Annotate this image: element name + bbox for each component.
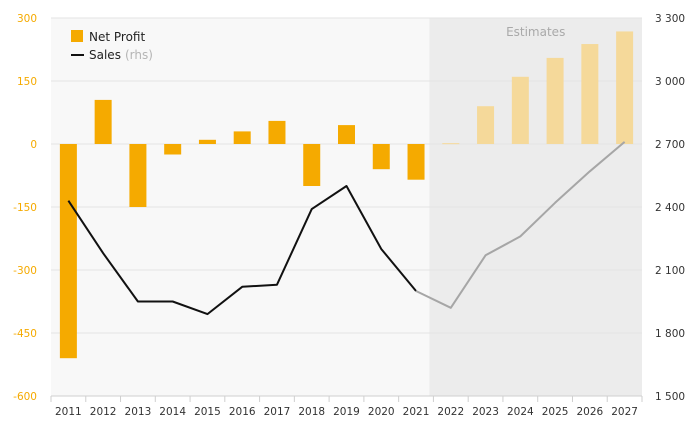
net-profit-bar — [477, 106, 495, 144]
right-tick-label: 3 000 — [655, 76, 685, 88]
x-tick-label: 2017 — [264, 406, 291, 418]
legend-sales-name: Sales — [89, 48, 121, 62]
estimates-label: Estimates — [506, 25, 565, 39]
x-axis: 2011 2012 2013 2014 2015 2016 2017 2018 2019 2020… — [50, 395, 643, 418]
x-tick-label: 2021 — [403, 406, 430, 418]
x-tick-label: 2020 — [368, 406, 395, 418]
right-tick-label: 2 700 — [655, 139, 685, 151]
net-profit-bar — [338, 125, 355, 144]
net-profit-bar — [233, 131, 251, 144]
left-axis: 300 150 0 -150 -300 -450 -600 — [13, 13, 37, 403]
x-tick-label: 2026 — [576, 406, 603, 418]
right-tick-label: 3 300 — [655, 13, 685, 25]
x-tick-label: 2018 — [298, 406, 325, 418]
net-profit-bar — [511, 76, 529, 144]
legend-sales-rhs: (rhs) — [125, 48, 153, 62]
net-profit-bar — [616, 31, 634, 144]
x-tick-label: 2011 — [55, 406, 82, 418]
right-axis: 3 300 3 000 2 700 2 400 2 100 1 800 1 500 — [655, 13, 685, 403]
left-tick-label: -450 — [13, 328, 37, 340]
x-tick-label: 2012 — [90, 406, 117, 418]
x-tick-label: 2024 — [507, 406, 534, 418]
sales-line-actual — [67, 185, 417, 316]
sales-line-estimate — [415, 141, 626, 309]
x-tick-label: 2027 — [611, 406, 638, 418]
sales-line — [67, 141, 626, 316]
net-profit-bar — [303, 144, 321, 186]
net-profit-bar — [94, 99, 112, 144]
x-tick-label: 2013 — [125, 406, 152, 418]
right-tick-label: 2 400 — [655, 202, 685, 214]
x-tick-label: 2014 — [159, 406, 186, 418]
net-profit-bar — [198, 139, 216, 144]
legend-net-profit-swatch — [71, 30, 83, 42]
net-profit-bar — [164, 144, 182, 155]
left-tick-label: -600 — [13, 391, 37, 403]
net-profit-bar — [442, 143, 460, 145]
left-tick-label: -300 — [13, 265, 37, 277]
net-profit-bar — [407, 144, 425, 180]
net-profit-bar — [59, 144, 77, 359]
right-tick-label: 2 100 — [655, 265, 685, 277]
net-profit-bar — [129, 144, 147, 207]
left-tick-label: 300 — [17, 13, 37, 25]
x-tick-label: 2015 — [194, 406, 221, 418]
legend-sales-label: Sales (rhs) — [89, 48, 153, 62]
net-profit-bars — [59, 31, 634, 359]
net-profit-bar — [581, 44, 599, 144]
left-tick-label: 150 — [17, 76, 37, 88]
left-tick-label: -150 — [13, 202, 37, 214]
x-tick-label: 2025 — [542, 406, 569, 418]
x-tick-label: 2019 — [333, 406, 360, 418]
right-tick-label: 1 800 — [655, 328, 685, 340]
net-profit-bar — [372, 144, 390, 170]
right-tick-label: 1 500 — [655, 391, 685, 403]
x-tick-label: 2016 — [229, 406, 256, 418]
legend-net-profit-label: Net Profit — [89, 30, 145, 44]
x-tick-label: 2022 — [437, 406, 464, 418]
net-profit-bar — [268, 120, 286, 144]
legend: Net Profit Sales (rhs) — [71, 30, 153, 62]
net-profit-bar — [546, 57, 564, 144]
left-tick-label: 0 — [30, 139, 37, 151]
x-tick-label: 2023 — [472, 406, 499, 418]
